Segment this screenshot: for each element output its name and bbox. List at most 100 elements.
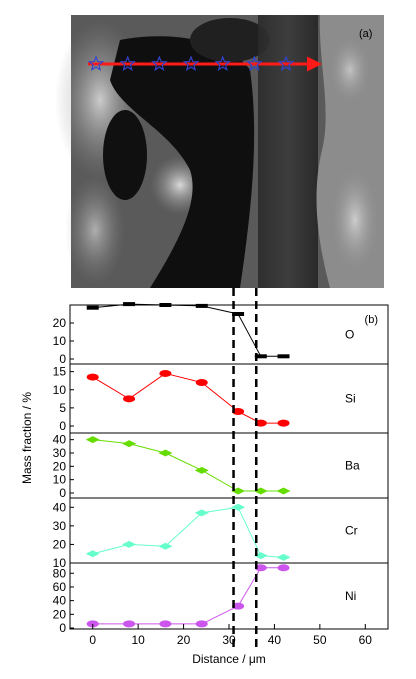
y-tick-label: 30	[53, 446, 67, 460]
panel-label: (b)	[365, 314, 378, 326]
data-point	[122, 540, 137, 548]
y-tick-label: 15	[53, 365, 67, 379]
data-point	[277, 354, 290, 359]
x-tick-label: 0	[89, 633, 96, 647]
series-segment	[129, 303, 166, 306]
boundary-lines	[232, 288, 258, 650]
series-segment	[92, 543, 130, 555]
linescan-marker-star	[151, 55, 168, 72]
data-point	[254, 564, 267, 572]
series-name: Ba	[345, 459, 360, 473]
y-tick-label: 20	[53, 537, 67, 551]
light-phase-region	[330, 165, 380, 275]
data-point	[194, 509, 209, 517]
y-tick-label: 0	[59, 621, 66, 635]
data-point	[195, 303, 208, 308]
series-segment	[165, 372, 202, 383]
data-point	[195, 379, 208, 386]
series-segment	[92, 376, 130, 400]
y-tick-label: 0	[59, 486, 66, 500]
dark-phase-region	[103, 110, 147, 200]
y-tick-label: 40	[53, 500, 67, 514]
data-point	[159, 303, 172, 307]
light-phase-region	[65, 175, 125, 285]
linescan-marker-star	[214, 55, 231, 72]
series-segment	[201, 382, 239, 412]
series-segment	[165, 512, 203, 547]
linescan-marker-star	[277, 55, 295, 72]
series-segment	[237, 313, 262, 357]
data-point	[86, 373, 99, 381]
data-point	[159, 369, 172, 377]
y-tick-label: 80	[53, 566, 67, 580]
y-tick-label: 60	[53, 580, 67, 594]
y-axis-label: Mass fraction / %	[20, 392, 34, 484]
x-axis-label: Distance / μm	[192, 652, 266, 666]
series-segment	[128, 373, 166, 400]
data-point	[276, 487, 291, 495]
data-point	[232, 312, 245, 316]
data-point	[123, 620, 136, 628]
x-tick-label: 50	[313, 633, 327, 647]
data-point	[158, 449, 173, 457]
x-tick-label: 40	[268, 633, 282, 647]
data-point	[232, 602, 245, 610]
y-tick-label: 40	[53, 433, 67, 447]
y-tick-label: 10	[53, 334, 67, 348]
data-point	[254, 419, 267, 427]
linescan-markers	[87, 55, 295, 72]
y-tick-label: 5	[59, 401, 66, 415]
data-point	[253, 552, 268, 560]
data-point	[276, 553, 291, 561]
data-point	[195, 620, 208, 628]
x-tick-label: 10	[131, 633, 145, 647]
linescan-marker-star	[246, 55, 263, 72]
data-point	[85, 550, 100, 558]
series-segment	[201, 469, 239, 492]
data-point	[254, 354, 267, 359]
linescan-marker-star	[182, 55, 200, 72]
data-point	[232, 408, 245, 415]
y-tick-label: 20	[53, 316, 67, 330]
y-tick-label: 10	[53, 556, 67, 570]
micrograph-label: (a)	[359, 28, 372, 40]
y-tick-label: 10	[53, 473, 67, 487]
grey-band-region	[258, 15, 318, 288]
series-name: Cr	[345, 524, 358, 538]
x-tick-label: 20	[177, 633, 191, 647]
dark-phase-region	[190, 18, 270, 62]
y-tick-label: 20	[53, 459, 67, 473]
y-tick-label: 40	[53, 594, 67, 608]
series-name: O	[345, 328, 354, 342]
chart: 01020O051015Si010203040Ba10203040Cr02040…	[20, 288, 389, 666]
linescan-marker-star	[119, 55, 136, 72]
panel-si: 0 5 10 15 Si	[53, 363, 388, 433]
series-segment	[237, 507, 262, 556]
dark-phase-region	[110, 36, 255, 288]
series-segment	[165, 452, 202, 471]
plot-frame	[69, 304, 389, 630]
data-point	[86, 305, 99, 310]
data-point	[86, 620, 99, 628]
linescan-marker-star	[87, 55, 105, 72]
y-tick-label: 10	[53, 383, 67, 397]
series-name: Ni	[345, 589, 356, 603]
series-segment	[92, 303, 130, 309]
panel-cr: 10 20 30 40 Cr	[53, 497, 388, 570]
y-tick-label: 0	[59, 419, 66, 433]
data-point	[122, 440, 137, 448]
y-tick-label: 0	[59, 352, 66, 366]
series-segment	[201, 605, 239, 625]
series-segment	[201, 305, 239, 315]
panel-o: 0 10 20 O	[53, 302, 354, 366]
data-point	[253, 487, 268, 495]
data-point	[277, 419, 290, 427]
data-point	[159, 620, 172, 628]
series-segment	[165, 304, 202, 307]
chart-panels: 01020O051015Si010203040Ba10203040Cr02040…	[53, 302, 388, 635]
data-point	[123, 302, 136, 307]
y-tick-label: 20	[53, 607, 67, 621]
